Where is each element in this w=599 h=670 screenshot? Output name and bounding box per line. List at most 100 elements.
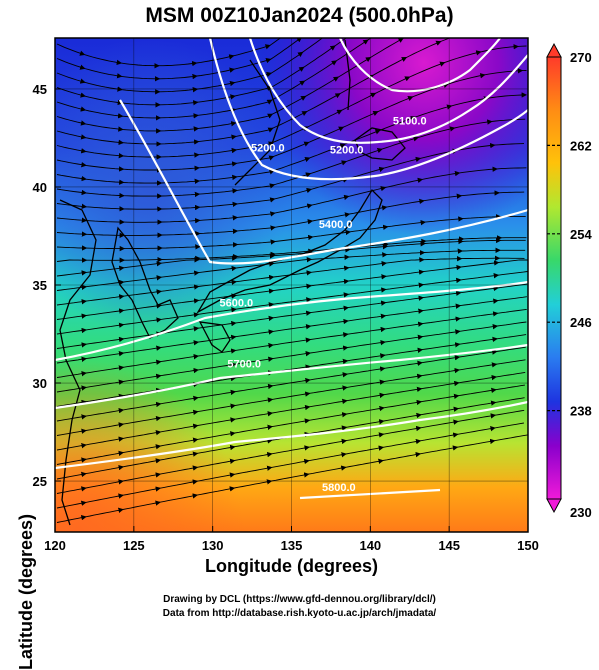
colorbar-min-arrow bbox=[547, 499, 561, 512]
streamline-arrow bbox=[119, 325, 123, 326]
streamline-arrow bbox=[82, 179, 86, 180]
streamline-arrow bbox=[381, 342, 385, 343]
streamline-arrow bbox=[120, 268, 124, 269]
streamline-arrow bbox=[232, 163, 236, 164]
contour-label: 5200.0 bbox=[251, 143, 285, 155]
y-tick-label: 35 bbox=[33, 278, 47, 293]
streamline-arrow bbox=[157, 362, 161, 363]
streamline-arrow bbox=[419, 298, 423, 299]
streamline-arrow bbox=[306, 326, 310, 327]
streamline-arrow bbox=[82, 301, 86, 302]
streamline-arrow bbox=[419, 272, 423, 273]
streamline-arrow bbox=[82, 359, 86, 360]
streamline-arrow bbox=[231, 350, 235, 351]
streamline-arrow bbox=[307, 313, 311, 314]
streamline-arrow bbox=[419, 311, 423, 312]
streamline-arrow bbox=[418, 350, 422, 351]
streamline-arrow bbox=[232, 150, 236, 151]
streamline-arrow bbox=[492, 364, 496, 365]
colorbar-min-label: 230 bbox=[570, 505, 592, 520]
streamline-arrow bbox=[418, 337, 422, 338]
streamline-arrow bbox=[309, 237, 313, 238]
streamline-arrow bbox=[418, 324, 422, 325]
streamline-arrow bbox=[269, 359, 273, 360]
streamline-arrow bbox=[494, 275, 498, 276]
streamline-arrow bbox=[269, 318, 273, 319]
streamline-arrow bbox=[119, 296, 123, 297]
streamline-arrow bbox=[344, 294, 348, 295]
streamline-arrow bbox=[493, 339, 497, 340]
streamline-arrow bbox=[157, 348, 161, 349]
streamline-arrow bbox=[488, 122, 492, 123]
streamline-arrow bbox=[194, 370, 198, 371]
streamline-arrow bbox=[269, 277, 273, 278]
streamline-arrow bbox=[269, 331, 273, 332]
streamline-arrow bbox=[307, 272, 311, 273]
contour-label: 5400.0 bbox=[319, 219, 353, 231]
y-tick-label: 25 bbox=[33, 474, 47, 489]
streamline-arrow bbox=[232, 323, 236, 324]
y-tick-label: 40 bbox=[33, 180, 47, 195]
colorbar-max-label: 270 bbox=[570, 50, 592, 65]
streamline-arrow bbox=[232, 268, 236, 269]
streamline-arrow bbox=[82, 330, 86, 331]
streamline-arrow bbox=[194, 314, 198, 315]
contour-label: 5100.0 bbox=[393, 115, 427, 127]
streamline-arrow bbox=[306, 380, 310, 381]
streamline-arrow bbox=[194, 300, 198, 301]
streamline-arrow bbox=[346, 232, 350, 233]
streamline-arrow bbox=[269, 291, 273, 292]
contour-label: 5800.0 bbox=[322, 482, 356, 494]
streamline-arrow bbox=[82, 165, 86, 166]
streamline-arrow bbox=[383, 227, 387, 228]
streamline-arrow bbox=[233, 177, 237, 178]
x-tick-label: 145 bbox=[438, 538, 460, 553]
streamline-arrow bbox=[157, 277, 161, 278]
x-tick-label: 120 bbox=[44, 538, 66, 553]
streamline-arrow bbox=[493, 313, 497, 314]
streamline-arrow bbox=[306, 353, 310, 354]
colorbar-tick-label: 238 bbox=[570, 404, 592, 419]
streamline-arrow bbox=[193, 76, 197, 77]
streamline-arrow bbox=[455, 370, 459, 371]
streamline-arrow bbox=[381, 329, 385, 330]
streamline-arrow bbox=[307, 299, 311, 300]
streamline-arrow bbox=[330, 30, 333, 33]
credit-drawing: Drawing by DCL (https://www.gfd-dennou.o… bbox=[0, 594, 599, 605]
streamline-arrow bbox=[119, 339, 123, 340]
streamline-arrow bbox=[157, 319, 161, 320]
streamline-arrow bbox=[119, 353, 123, 354]
streamline-arrow bbox=[82, 315, 86, 316]
streamline-arrow bbox=[455, 173, 459, 174]
streamline-arrow bbox=[343, 374, 347, 375]
streamline-arrow bbox=[344, 334, 348, 335]
streamline-arrow bbox=[492, 377, 496, 378]
streamline-arrow bbox=[382, 289, 386, 290]
y-tick-label: 45 bbox=[33, 82, 47, 97]
streamline-arrow bbox=[306, 340, 310, 341]
streamline-arrow bbox=[157, 263, 161, 264]
credit-data: Data from http://database.rish.kyoto-u.a… bbox=[0, 608, 599, 619]
streamline-arrow bbox=[344, 321, 348, 322]
streamline-arrow bbox=[343, 361, 347, 362]
streamline-arrow bbox=[382, 263, 386, 264]
colorbar-max-arrow bbox=[547, 44, 561, 57]
streamline-arrow bbox=[232, 337, 236, 338]
colorbar-tick-label: 254 bbox=[570, 227, 592, 242]
streamline-arrow bbox=[82, 287, 86, 288]
y-tick-label: 30 bbox=[33, 376, 47, 391]
streamline-arrow bbox=[232, 282, 236, 283]
streamline-arrow bbox=[456, 331, 460, 332]
streamline-arrow bbox=[82, 272, 86, 273]
streamline-arrow bbox=[269, 304, 273, 305]
x-axis-label: Longitude (degrees) bbox=[55, 556, 528, 577]
streamline-arrow bbox=[494, 262, 498, 263]
streamline-arrow bbox=[418, 363, 422, 364]
streamline-arrow bbox=[380, 368, 384, 369]
streamline-arrow bbox=[269, 345, 273, 346]
streamline-arrow bbox=[382, 276, 386, 277]
streamline-arrow bbox=[457, 267, 461, 268]
streamline-arrow bbox=[343, 347, 347, 348]
